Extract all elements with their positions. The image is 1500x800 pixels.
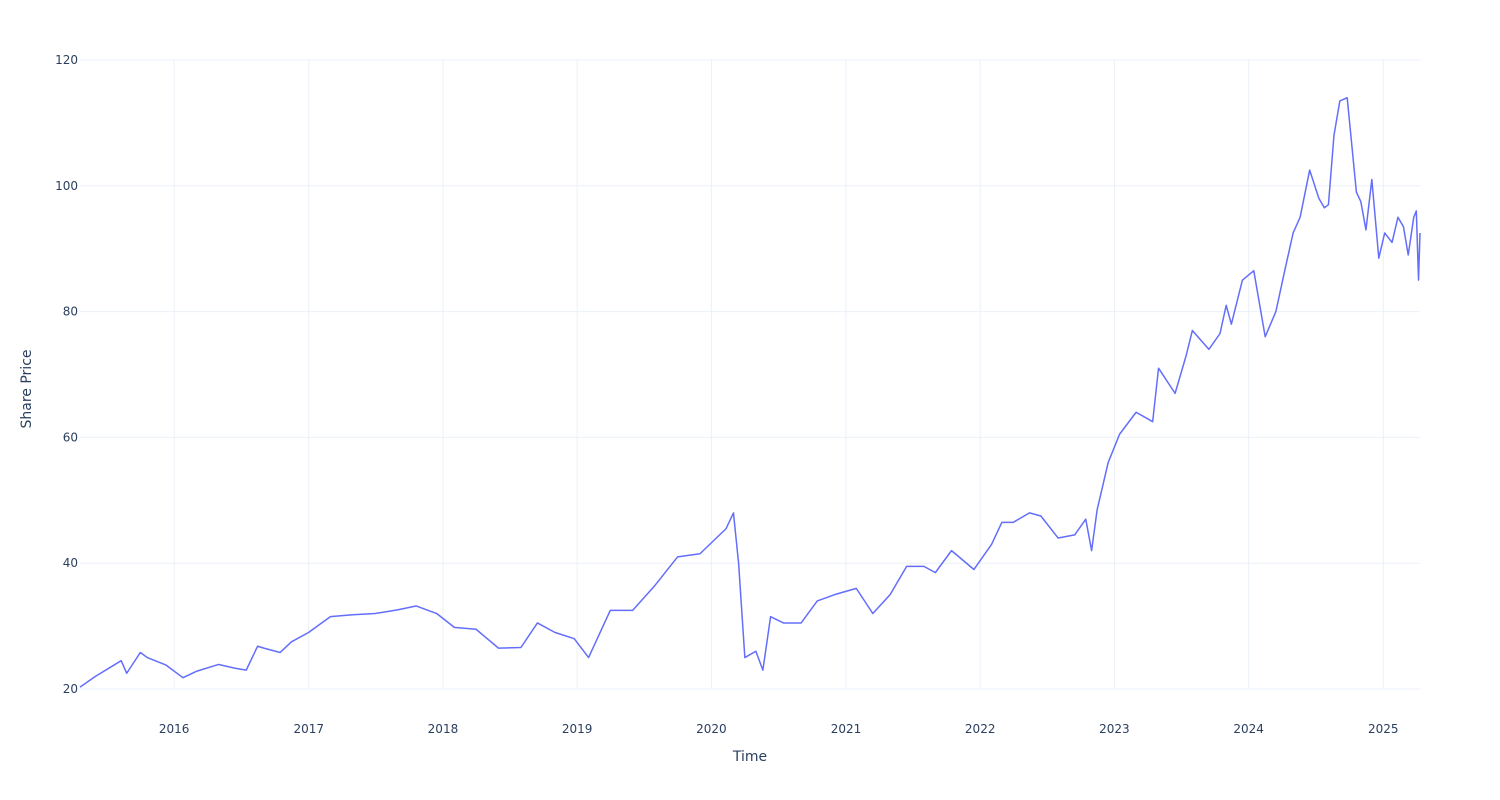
x-tick-label: 2019 (562, 722, 593, 736)
x-tick-label: 2020 (696, 722, 727, 736)
y-tick-label: 60 (63, 430, 78, 444)
x-tick-label: 2022 (965, 722, 996, 736)
x-tick-label: 2016 (159, 722, 190, 736)
y-gridlines (80, 59, 1420, 690)
x-tick-label: 2024 (1233, 722, 1264, 736)
x-tick-label: 2021 (831, 722, 862, 736)
x-axis-title: Time (732, 749, 767, 765)
x-tick-label: 2018 (428, 722, 459, 736)
share-price-line (79, 96, 1421, 688)
y-tick-label: 80 (63, 305, 78, 319)
y-tick-labels: 20 40 60 80 100 120 (55, 53, 78, 696)
x-gridlines (173, 60, 1384, 689)
x-tick-label: 2017 (293, 722, 324, 736)
y-tick-label: 100 (55, 179, 78, 193)
y-axis-title: Share Price (19, 349, 35, 428)
x-tick-label: 2023 (1099, 722, 1130, 736)
x-tick-label: 2025 (1368, 722, 1399, 736)
y-tick-label: 40 (63, 556, 78, 570)
y-tick-label: 120 (55, 53, 78, 67)
y-tick-label: 20 (63, 682, 78, 696)
x-tick-labels: 2016 2017 2018 2019 2020 2021 2022 2023 2024 2025 (159, 722, 1399, 736)
